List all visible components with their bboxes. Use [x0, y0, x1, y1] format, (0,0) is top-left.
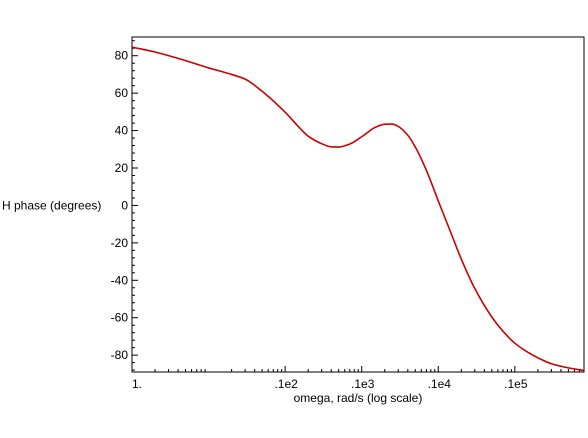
y-axis-title: H phase (degrees)	[2, 198, 101, 212]
y-axis-minor-ticks	[132, 40, 135, 371]
y-tick-label: -20	[111, 236, 129, 250]
series-layer	[131, 46, 585, 372]
x-tick-label: .1e3	[351, 377, 375, 391]
y-tick-label: 80	[115, 49, 129, 63]
plot-area	[131, 36, 585, 373]
y-tick-label: -60	[111, 311, 129, 325]
x-axis: 1. .1e2 .1e3 .1e4 .1e5	[131, 366, 528, 391]
x-tick-label: .1e5	[504, 377, 528, 391]
y-tick-label: 0	[121, 198, 128, 212]
phase-line	[131, 46, 585, 372]
y-tick-label: 40	[115, 124, 129, 138]
plot-frame-box	[131, 36, 585, 373]
y-tick-label: 20	[115, 161, 129, 175]
y-axis: 80 60 40 20 0 -20 -40 -60 -80	[111, 49, 138, 362]
x-axis-minor-ticks	[154, 369, 585, 372]
x-tick-label: .1e2	[274, 377, 298, 391]
x-tick-label: .1e4	[428, 377, 452, 391]
y-tick-label: -80	[111, 348, 129, 362]
y-tick-label: 60	[115, 86, 129, 100]
y-tick-label: -40	[111, 273, 129, 287]
x-axis-title: omega, rad/s (log scale)	[294, 391, 423, 405]
x-tick-label: 1.	[132, 377, 142, 391]
